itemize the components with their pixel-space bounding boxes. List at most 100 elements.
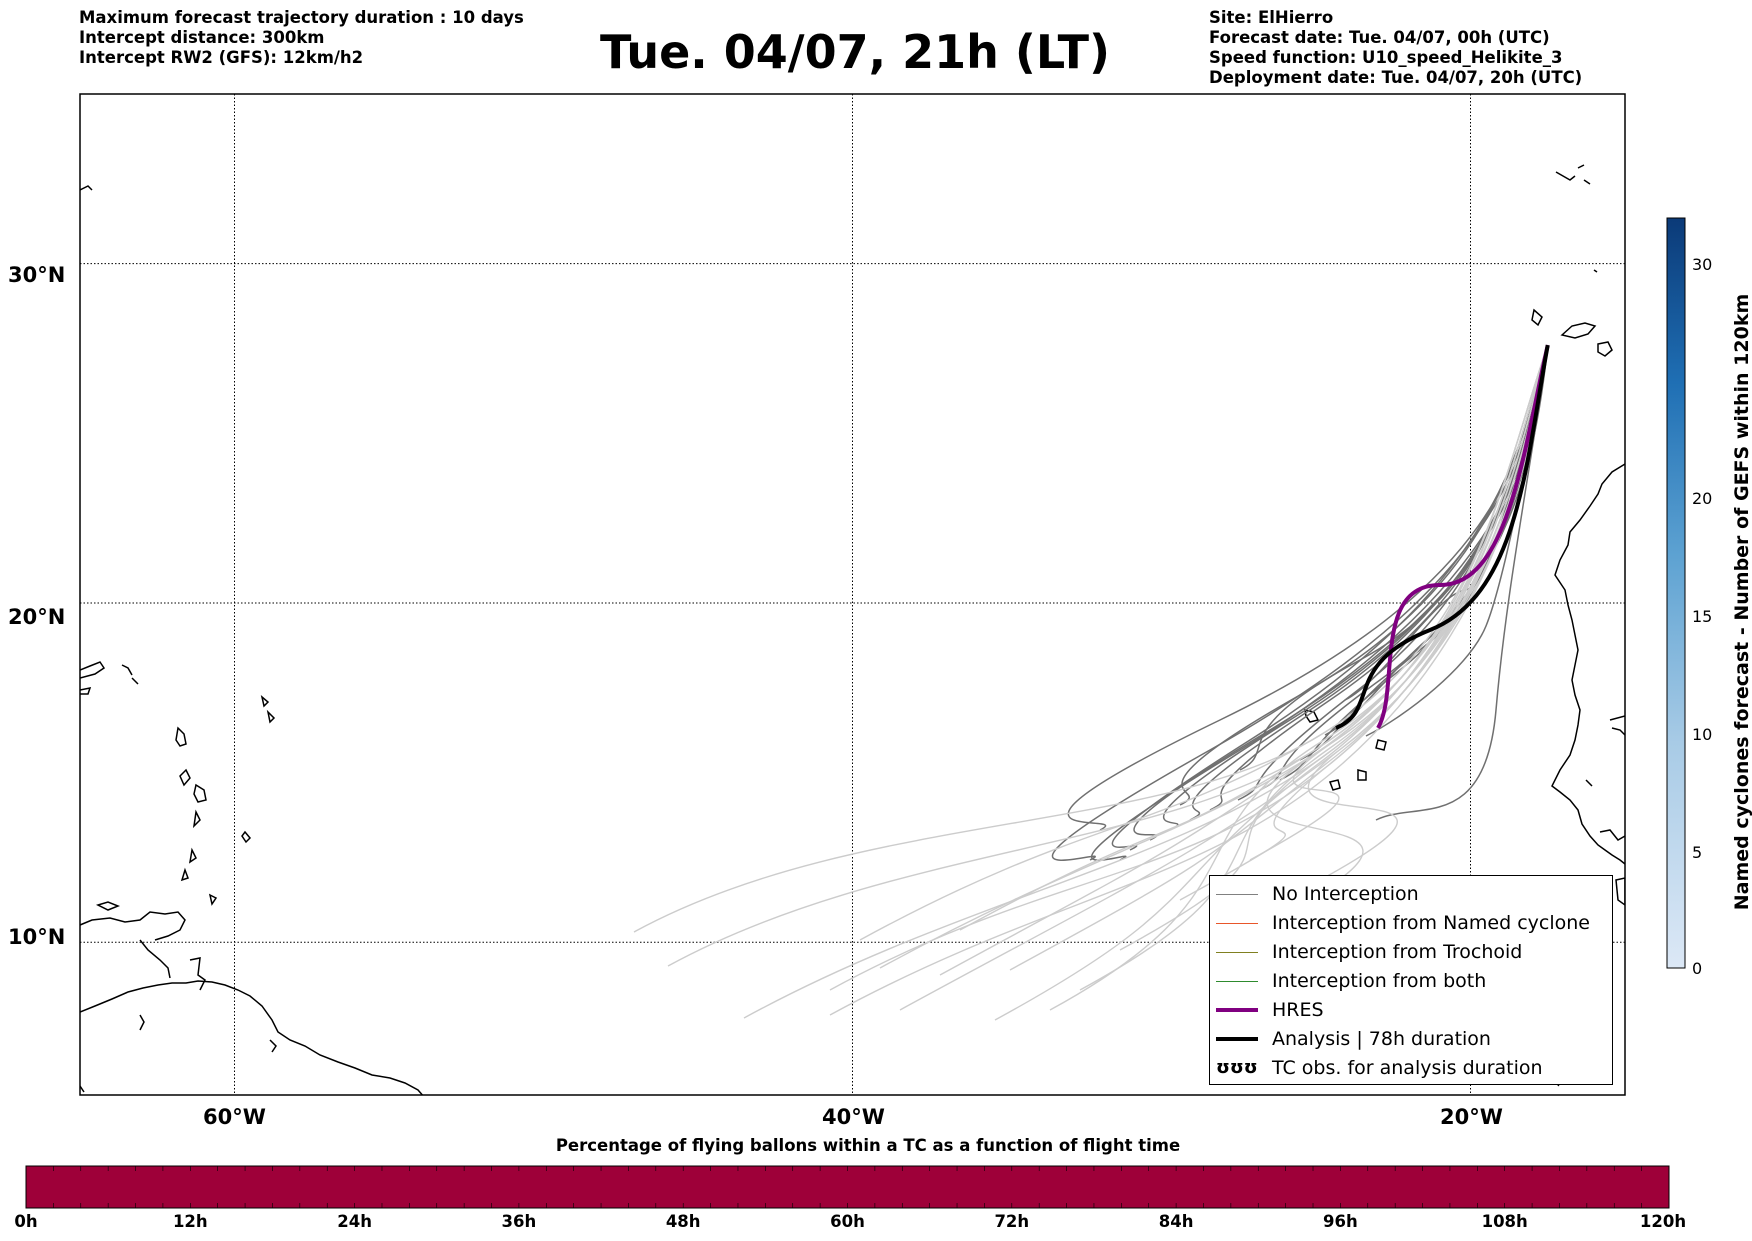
lat-tick-20: 20°N: [8, 605, 66, 629]
coastline: [95, 901, 121, 911]
map-frame: [79, 93, 1626, 1096]
legend-analysis: Analysis | 78h duration: [1210, 1025, 1612, 1054]
bottom-bar-tick-label: 108h: [1481, 1212, 1528, 1231]
coastline: [1597, 341, 1613, 357]
trajectory-line: [1119, 344, 1549, 951]
coastline: [1375, 739, 1387, 751]
coastline: [80, 980, 424, 1095]
bottom-bar-tick-label: 36h: [501, 1212, 537, 1231]
colorbar-label: Named cyclones forecast - Number of GEFS…: [1731, 293, 1752, 911]
trajectory-line: [1239, 344, 1549, 771]
cyclone-colorbar: [1666, 217, 1686, 969]
coastline: [1611, 727, 1625, 736]
coastline: [1551, 463, 1625, 865]
legend-label: Interception from Named cyclone: [1272, 912, 1590, 934]
coastline: [179, 768, 191, 787]
bottom-bar-tick-label: 120h: [1639, 1212, 1687, 1231]
lat-tick-30: 30°N: [8, 263, 66, 287]
map-legend: No Interception Interception from Named …: [1209, 875, 1613, 1085]
lon-tick-40w: 40°W: [822, 1105, 885, 1129]
info-right: Site: ElHierro Forecast date: Tue. 04/07…: [1209, 8, 1582, 88]
trajectory-line: [1259, 345, 1549, 791]
trajectory-line: [1266, 344, 1549, 911]
bottom-bar-tick-label: 84h: [1158, 1212, 1194, 1231]
legend-no-interception: No Interception: [1210, 880, 1612, 909]
coastline: [1593, 269, 1598, 273]
coastline: [180, 867, 189, 882]
max-duration-text: Maximum forecast trajectory duration : 1…: [79, 8, 524, 27]
lon-tick-60w: 60°W: [203, 1105, 266, 1129]
coastline: [266, 709, 276, 724]
lon-tick-20w: 20°W: [1440, 1105, 1503, 1129]
coastline: [1357, 769, 1367, 781]
coastline: [1555, 171, 1576, 181]
trajectory-line: [859, 344, 1549, 941]
coastline: [175, 726, 187, 747]
bottom-bar-tick-label: 96h: [1323, 1212, 1358, 1231]
legend-label: No Interception: [1272, 883, 1419, 905]
coastline: [208, 893, 218, 906]
trajectory-line: [959, 344, 1549, 931]
legend-label: TC obs. for analysis duration: [1272, 1057, 1543, 1079]
legend-trochoid: Interception from Trochoid: [1210, 938, 1612, 967]
coastline: [260, 695, 270, 708]
coastline: [1577, 164, 1585, 169]
colorbar-tick-5: 5: [1692, 843, 1703, 862]
coastline: [188, 847, 197, 864]
coastline: [80, 687, 92, 695]
colorbar-tick-20: 20: [1692, 489, 1713, 508]
coastline: [1585, 779, 1593, 787]
coastline: [80, 911, 186, 941]
coastline: [1329, 779, 1341, 791]
trajectory-line: [1179, 344, 1549, 901]
colorbar-tick-10: 10: [1692, 725, 1713, 744]
forecast-date-text: Forecast date: Tue. 04/07, 00h (UTC): [1209, 28, 1550, 47]
legend-line: [1216, 981, 1258, 982]
coastline: [80, 185, 93, 191]
hres-trajectory: [1376, 344, 1550, 729]
colorbar-tick-0: 0: [1692, 959, 1703, 978]
coastline: [139, 939, 171, 979]
legend-named-cyclone: Interception from Named cyclone: [1210, 909, 1612, 938]
lat-tick-10: 10°N: [8, 925, 66, 949]
bottom-bar-tick-label: 60h: [830, 1212, 865, 1231]
coastline: [1583, 179, 1591, 185]
coastline: [131, 677, 139, 685]
coastline: [1531, 308, 1543, 327]
bottom-bar-tick-label: 12h: [172, 1212, 208, 1231]
speed-function-text: Speed function: U10_speed_Helikite_3: [1209, 48, 1563, 67]
trajectory-line: [667, 344, 1549, 967]
bottom-bar-tick-label: 24h: [337, 1212, 372, 1231]
legend-both: Interception from both: [1210, 967, 1612, 996]
page-title: Tue. 04/07, 21h (LT): [600, 25, 1110, 79]
coastline: [241, 830, 252, 844]
bottom-bar-tick-label: 72h: [994, 1212, 1030, 1231]
coastline: [1560, 322, 1597, 339]
legend-line: [1216, 1008, 1258, 1012]
coastline: [192, 809, 201, 829]
colorbar-tick-15: 15: [1692, 607, 1713, 626]
legend-hres: HRES: [1210, 996, 1612, 1025]
tc-percentage-bar: [25, 1165, 1670, 1209]
legend-tc-obs: ʊʊʊ TC obs. for analysis duration: [1210, 1054, 1612, 1083]
bottom-bar-title: Percentage of flying ballons within a TC…: [555, 1136, 1181, 1155]
info-left: Maximum forecast trajectory duration : 1…: [79, 8, 524, 68]
coastline: [139, 1014, 145, 1031]
coastline: [1599, 829, 1625, 841]
legend-line: [1216, 952, 1258, 953]
trajectory-line: [1279, 344, 1549, 781]
site-text: Site: ElHierro: [1209, 8, 1334, 27]
legend-label: Interception from both: [1272, 970, 1487, 992]
coastline: [269, 1039, 277, 1053]
legend-label: Analysis | 78h duration: [1272, 1028, 1491, 1050]
trajectory-line: [1162, 344, 1549, 831]
legend-line: [1216, 894, 1258, 895]
trajectory-line: [1375, 344, 1549, 821]
intercept-distance-text: Intercept distance: 300km: [79, 28, 325, 47]
legend-line: [1216, 1037, 1258, 1041]
bottom-bar-tick-label: 48h: [665, 1212, 701, 1231]
bottom-bar-fill: [25, 1165, 1670, 1209]
ensemble-trajectories: [633, 344, 1550, 1021]
coastline: [189, 957, 206, 991]
